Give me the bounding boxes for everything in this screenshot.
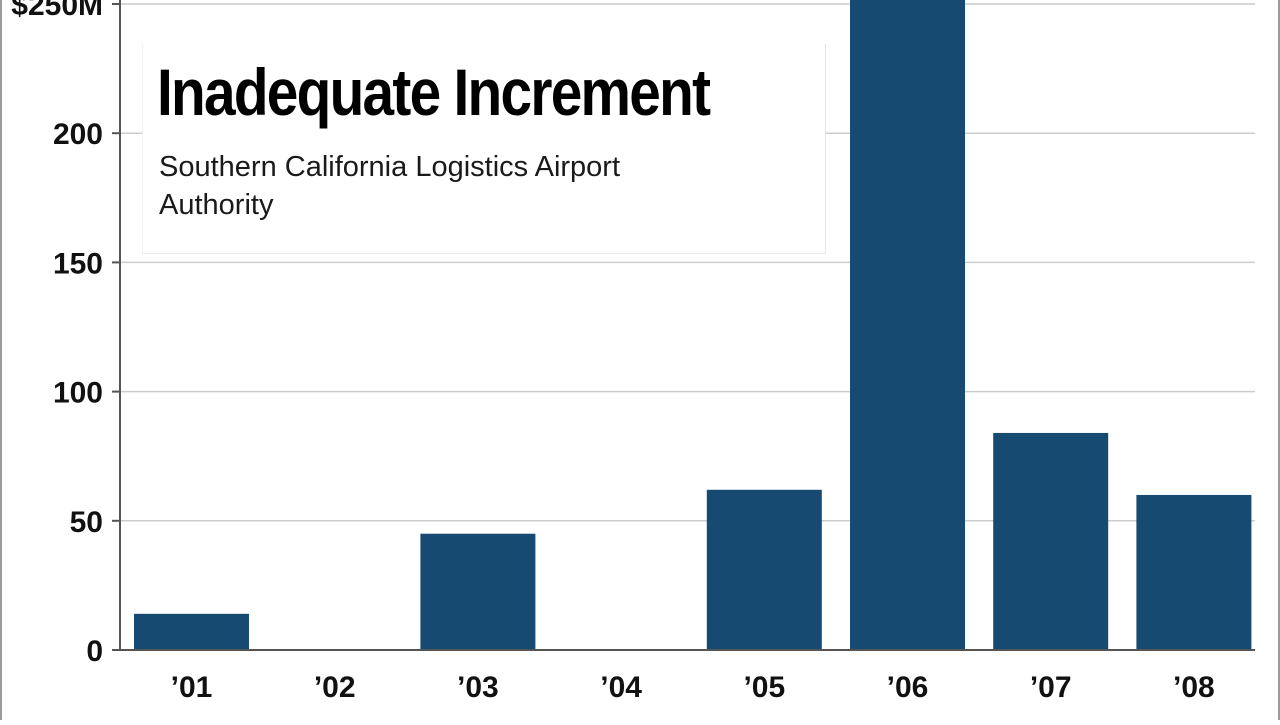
title-panel: Inadequate Increment Southern California… xyxy=(142,44,826,254)
bar xyxy=(993,432,1109,650)
chart-title: Inadequate Increment xyxy=(157,55,711,129)
bar xyxy=(706,489,822,650)
y-tick-label: 150 xyxy=(53,247,103,280)
x-tick-label: ’06 xyxy=(887,671,929,704)
y-tick-label: $250M xyxy=(11,0,103,22)
x-tick-label: ’02 xyxy=(314,671,356,704)
y-tick-label: 0 xyxy=(86,635,103,668)
bar xyxy=(1136,494,1252,650)
x-tick-label: ’07 xyxy=(1030,671,1072,704)
bar xyxy=(850,0,965,651)
frame-left-border xyxy=(0,0,2,720)
x-tick-label: ’03 xyxy=(457,671,499,704)
x-tick-label: ’05 xyxy=(743,671,785,704)
x-tick-label: ’01 xyxy=(171,671,213,704)
bar xyxy=(420,533,536,650)
x-tick-label: ’08 xyxy=(1173,671,1215,704)
bar xyxy=(134,613,249,650)
x-tick-label: ’04 xyxy=(600,671,642,704)
chart-subtitle: Southern California Logistics Airport Au… xyxy=(159,151,621,221)
y-tick-label: 50 xyxy=(70,506,103,539)
y-tick-label: 100 xyxy=(53,377,103,410)
y-tick-label: 200 xyxy=(53,118,103,151)
frame-right-border xyxy=(1278,0,1280,720)
